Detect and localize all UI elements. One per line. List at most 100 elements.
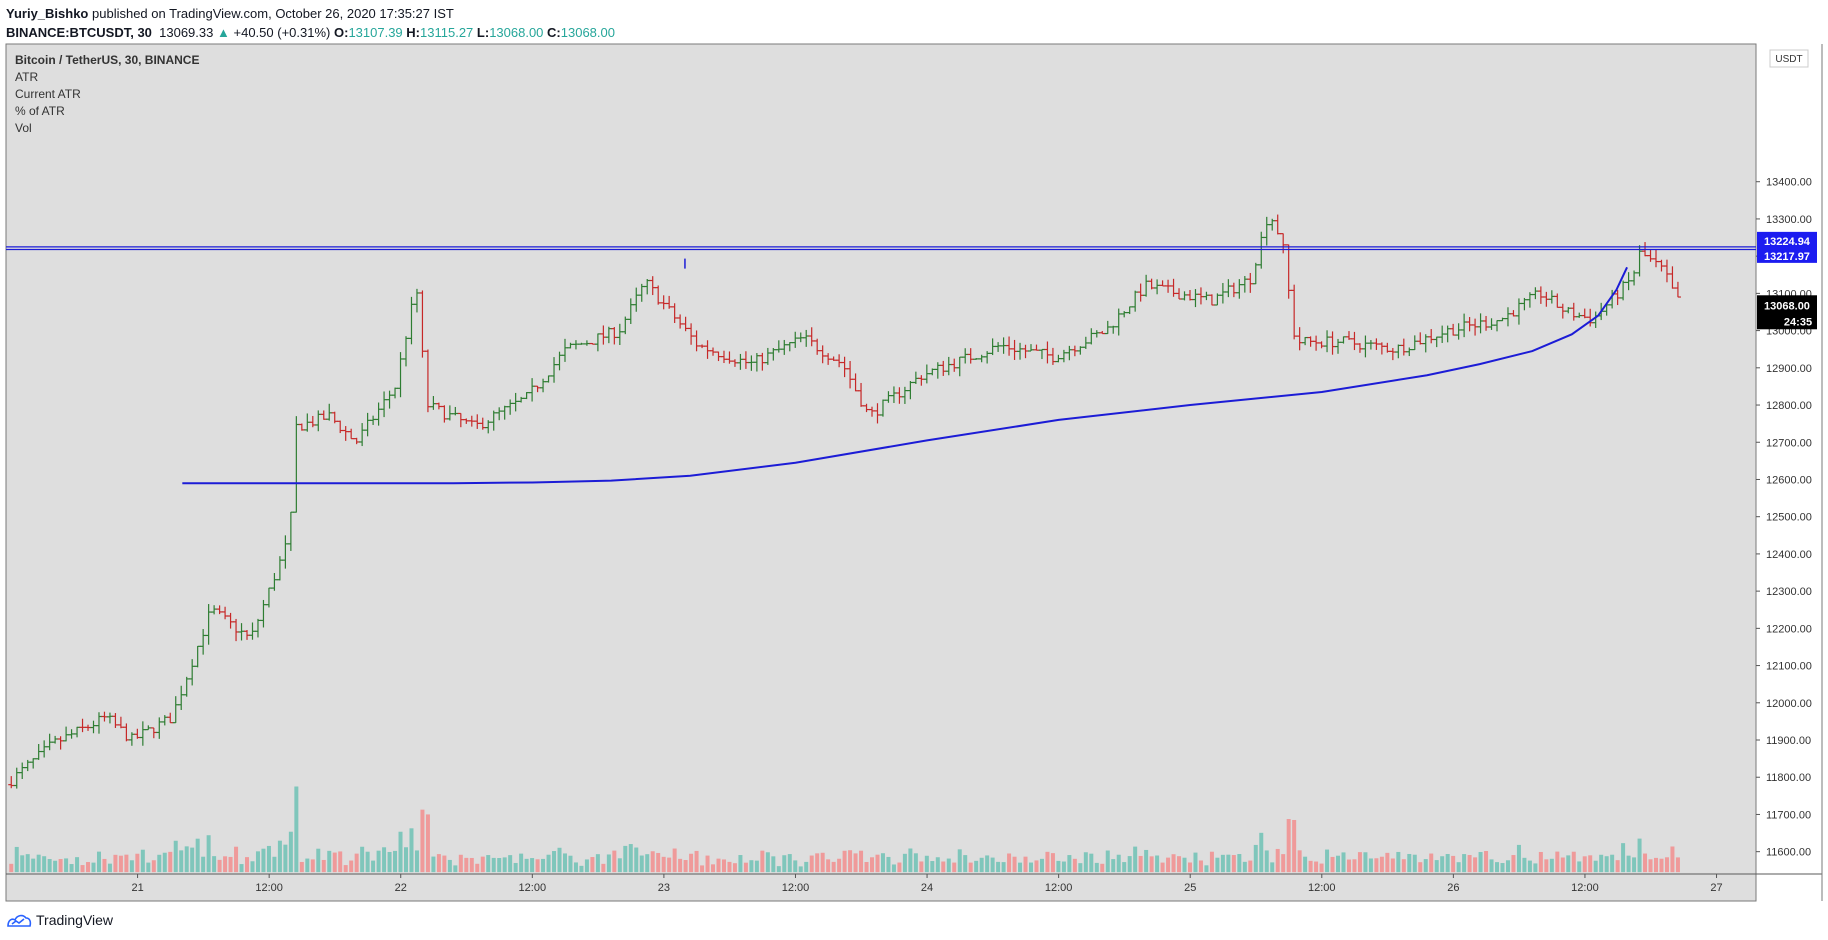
legend-symbol[interactable]: Bitcoin / TetherUS, 30, BINANCE xyxy=(15,53,199,67)
volume-bar xyxy=(42,856,47,873)
volume-bar xyxy=(826,859,831,873)
volume-bar xyxy=(1429,853,1434,873)
plot-area[interactable] xyxy=(5,43,1757,902)
volume-bar xyxy=(75,857,80,873)
volume-bar xyxy=(1390,858,1395,873)
volume-bar xyxy=(974,860,979,873)
volume-bar xyxy=(1467,855,1472,873)
volume-bar xyxy=(760,850,765,873)
volume-bar xyxy=(1484,851,1489,873)
x-tick-label: 25 xyxy=(1184,882,1196,894)
volume-bar xyxy=(1341,852,1346,873)
volume-bar xyxy=(223,856,228,873)
volume-bar xyxy=(1253,844,1258,873)
volume-bar xyxy=(288,831,293,873)
volume-bar xyxy=(1237,854,1242,873)
volume-bar xyxy=(897,862,902,873)
last-price: 13069.33 xyxy=(159,25,214,40)
volume-bar xyxy=(886,856,891,873)
volume-bar xyxy=(414,850,419,873)
legend-pct-atr[interactable]: % of ATR xyxy=(15,104,65,118)
volume-bar xyxy=(508,855,513,873)
volume-bar xyxy=(562,853,567,873)
currency-badge[interactable]: USDT xyxy=(1769,49,1809,68)
volume-bar xyxy=(1418,862,1423,873)
volume-bar xyxy=(891,864,896,873)
volume-bar xyxy=(404,847,408,873)
volume-bar xyxy=(667,857,672,873)
tradingview-footer[interactable]: TradingView xyxy=(6,912,113,928)
volume-bar xyxy=(590,857,595,873)
volume-bar xyxy=(1511,855,1516,873)
volume-bar xyxy=(1582,856,1587,873)
price-legend: Bitcoin / TetherUS, 30, BINANCE ATR Curr… xyxy=(15,53,199,135)
volume-bar xyxy=(639,855,644,873)
low-label: L: xyxy=(476,25,490,40)
legend-current-atr[interactable]: Current ATR xyxy=(15,87,81,101)
volume-bar xyxy=(135,853,140,873)
volume-bar xyxy=(212,856,217,873)
volume-bar xyxy=(1505,860,1510,873)
open-value: 13107.39 xyxy=(348,25,403,40)
volume-bar xyxy=(754,860,759,873)
volume-bar xyxy=(1571,851,1576,873)
volume-bar xyxy=(1588,855,1593,873)
volume-bar xyxy=(1319,863,1324,873)
volume-bars xyxy=(9,786,1680,873)
volume-bar xyxy=(765,852,770,873)
volume-bar xyxy=(963,855,968,873)
volume-bar xyxy=(848,850,853,873)
volume-bar xyxy=(1621,843,1626,873)
volume-bar xyxy=(316,848,321,873)
last-price-tag-bg xyxy=(1757,295,1817,330)
volume-bar xyxy=(393,850,398,873)
volume-bar xyxy=(245,857,250,873)
legend-atr[interactable]: ATR xyxy=(15,70,38,84)
volume-bar xyxy=(469,857,474,873)
author-name[interactable]: Yuriy_Bishko xyxy=(6,6,89,21)
volume-bar xyxy=(1423,859,1428,873)
volume-bar xyxy=(1171,854,1176,873)
y-tick-label: 12100.00 xyxy=(1766,661,1812,673)
volume-bar xyxy=(480,856,485,873)
legend-vol[interactable]: Vol xyxy=(15,121,32,135)
volume-bar xyxy=(1056,860,1061,873)
volume-bar xyxy=(902,853,907,873)
volume-bar xyxy=(820,852,825,873)
volume-bar xyxy=(552,851,557,873)
volume-bar xyxy=(996,861,1001,873)
volume-bar xyxy=(776,866,781,873)
high-value: 13115.27 xyxy=(420,25,474,40)
volume-bar xyxy=(354,853,359,873)
volume-bar xyxy=(447,859,452,873)
volume-bar xyxy=(376,850,381,873)
volume-bar xyxy=(1379,856,1384,873)
y-tick-label: 13300.00 xyxy=(1766,214,1812,226)
volume-bar xyxy=(157,854,162,873)
change-arrow: ▲ xyxy=(217,25,230,40)
volume-bar xyxy=(475,863,480,873)
volume-bar xyxy=(283,844,288,873)
volume-bar xyxy=(86,862,91,873)
volume-bar xyxy=(1067,855,1072,873)
countdown-tag: 24:35 xyxy=(1784,316,1812,328)
volume-bar xyxy=(1451,855,1456,873)
volume-bar xyxy=(310,859,315,873)
volume-bar xyxy=(1412,854,1417,873)
volume-bar xyxy=(990,857,995,873)
volume-bar xyxy=(1314,861,1319,873)
volume-bar xyxy=(1242,861,1247,873)
volume-bar xyxy=(1533,863,1538,873)
volume-bar xyxy=(91,862,96,873)
volume-bar xyxy=(689,853,694,873)
y-tick-label: 11600.00 xyxy=(1766,847,1811,859)
volume-bar xyxy=(1297,850,1302,873)
volume-bar xyxy=(519,853,524,873)
y-tick-label: 12300.00 xyxy=(1766,586,1812,598)
x-tick-label: 12:00 xyxy=(1308,882,1336,894)
volume-bar xyxy=(1259,832,1264,873)
volume-bar xyxy=(1116,854,1121,873)
symbol-label[interactable]: BINANCE:BTCUSDT, 30 xyxy=(6,25,152,40)
volume-bar xyxy=(140,849,145,873)
